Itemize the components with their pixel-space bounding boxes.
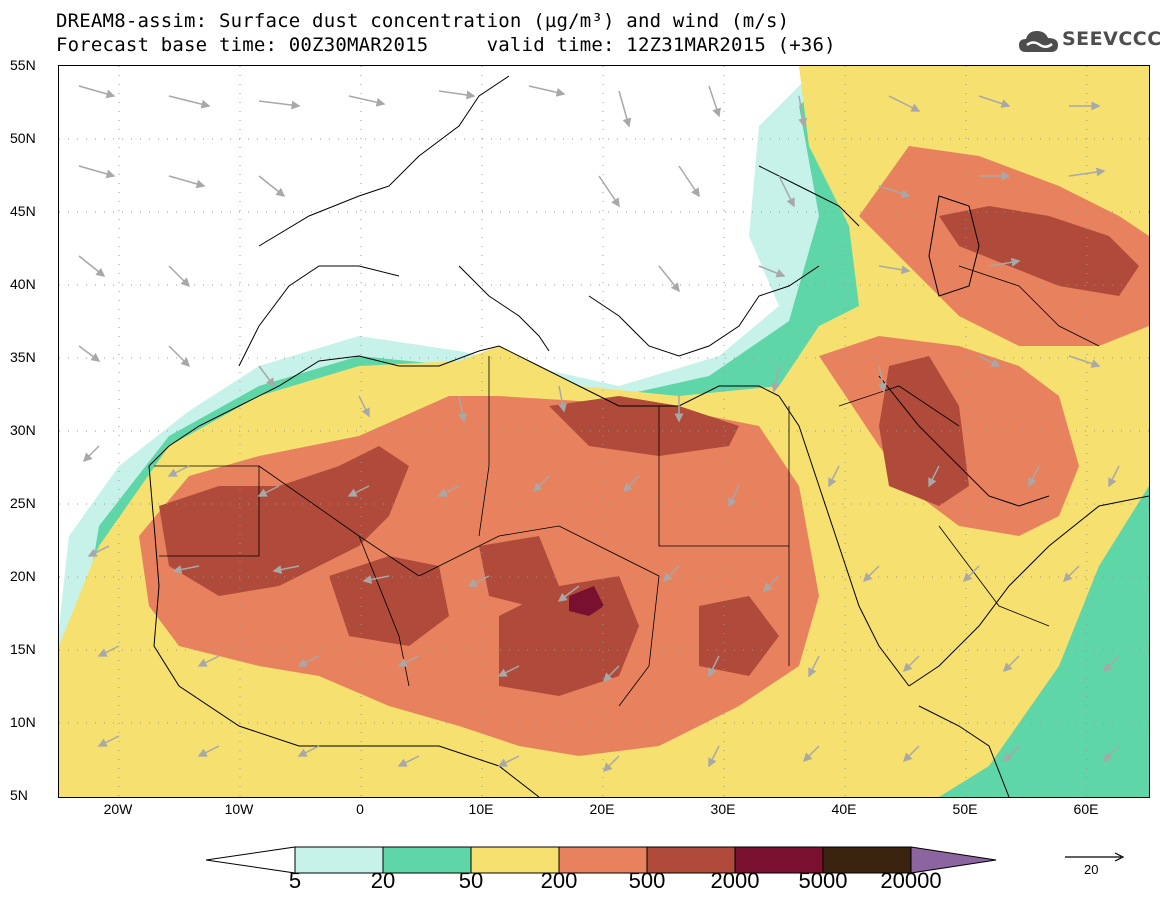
lon-label: 20E (589, 801, 615, 817)
lon-label: 20W (103, 801, 133, 817)
lat-label: 30N (10, 422, 36, 438)
seevccc-logo: SEEVCCC (1018, 26, 1161, 56)
colorbar-label: 50 (458, 868, 484, 893)
dust-level-2000-area (569, 586, 604, 616)
lon-label: 0 (356, 801, 364, 817)
coastlines (148, 75, 1149, 797)
lat-label: 50N (10, 130, 36, 146)
forecast-time-subtitle: Forecast base time: 00Z30MAR2015 valid t… (56, 34, 836, 56)
lat-label: 15N (10, 641, 36, 657)
lat-label: 45N (10, 203, 36, 219)
lat-label: 35N (10, 349, 36, 365)
colorbar-label: 500 (628, 868, 666, 893)
colorbar-label: 2000 (710, 868, 760, 893)
wind-reference-arrow-icon (1065, 852, 1125, 862)
map-title: DREAM8-assim: Surface dust concentration… (56, 10, 790, 32)
colorbar-label: 20000 (880, 868, 942, 893)
dust-concentration-map (58, 65, 1150, 798)
colorbar-label: 200 (540, 868, 578, 893)
lat-label: 20N (10, 568, 36, 584)
lon-label: 10W (224, 801, 254, 817)
lon-label: 30E (710, 801, 736, 817)
lon-label: 10E (468, 801, 494, 817)
wind-vectors (78, 85, 1120, 773)
lon-label: 40E (831, 801, 857, 817)
lat-label: 10N (10, 714, 36, 730)
cloud-icon (1019, 31, 1058, 52)
lon-label: 60E (1073, 801, 1099, 817)
map-canvas (59, 66, 1149, 797)
concentration-colorbar (206, 846, 997, 874)
colorbar-label: 20 (370, 868, 396, 893)
lat-label: 25N (10, 495, 36, 511)
colorbar-label: 5000 (798, 868, 848, 893)
logo-text: SEEVCCC (1062, 28, 1162, 50)
wind-reference-label: 20 (1084, 862, 1099, 877)
country-borders (154, 265, 1100, 707)
colorbar-label: 5 (288, 868, 302, 893)
lat-label: 40N (10, 276, 36, 292)
lat-label: 5N (10, 787, 28, 803)
lon-label: 50E (952, 801, 978, 817)
lat-label: 55N (10, 57, 36, 73)
